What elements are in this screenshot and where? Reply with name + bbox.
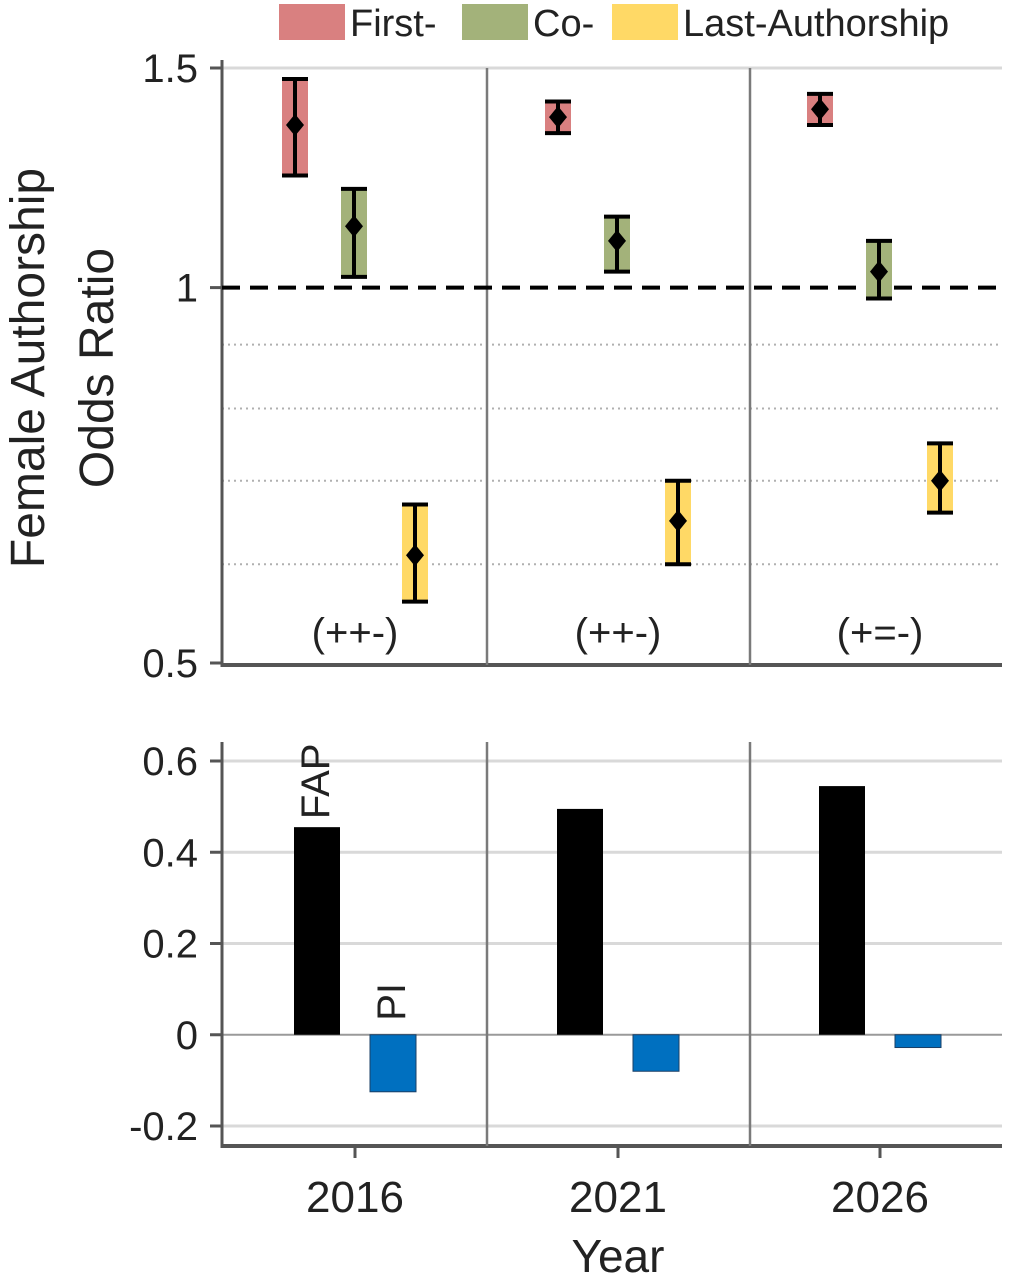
significance-annotation-2016: (++-) [312,611,399,655]
errorbar-last-2016 [402,502,428,604]
errorbar-first-2021 [545,99,571,136]
legend-swatch-co [462,4,528,40]
errorbar-co-2026 [866,238,892,301]
x-tick-label-2026: 2026 [831,1173,929,1222]
errorbar-last-2021 [665,478,691,567]
bottom-y-tick-label: 0.4 [142,831,198,875]
y-axis-title-line-1: Female Authorship [2,168,55,568]
top-panel-marks: (++-) (++-) (+=-) [282,76,953,655]
bottom-panel-axes: -0.2 0 0.2 0.4 0.6 2016 2021 2026 [129,740,1002,1222]
point-marker-first [811,98,829,121]
legend-label-co: Co- [533,3,594,45]
point-marker-first [549,106,567,129]
errorbar-last-2026 [927,441,953,515]
point-marker-last [669,509,687,532]
significance-annotation-2026: (+=-) [837,611,924,655]
series-label-fap: FAP [294,744,338,820]
legend-label-first: First- [350,3,437,45]
x-tick-label-2021: 2021 [569,1173,667,1222]
series-label-pi: PI [370,983,414,1021]
legend: First- Co- Last-Authorship [279,3,949,45]
y-axis-title-line-2: Odds Ratio [71,248,124,488]
point-marker-co [345,215,363,238]
axis-labels: Female Authorship Odds Ratio Year [2,168,665,1282]
bar-pi-2016 [369,1034,417,1093]
bottom-panel-marks: FAP PI [294,744,942,1093]
bottom-panel-gridlines [222,759,1002,1128]
bottom-y-tick-label: 0.6 [142,740,198,784]
errorbar-first-2026 [807,91,833,128]
bar-pi-2026 [894,1034,942,1049]
top-y-tick-label: 1.5 [142,47,198,91]
point-marker-last [406,544,424,567]
bottom-y-tick-label: 0 [176,1014,198,1058]
bar-fap-2021 [557,808,603,1035]
bottom-y-tick-label: 0.2 [142,923,198,967]
errorbar-co-2016 [341,186,367,279]
point-marker-co [870,260,888,283]
point-marker-last [931,469,949,492]
legend-label-last: Last-Authorship [683,3,949,45]
top-y-tick-label: 1 [176,267,198,311]
bar-pi-2021 [632,1034,680,1072]
point-marker-first [286,114,304,137]
top-y-tick-label: 0.5 [142,642,198,686]
top-panel-axes: 0.5 1 1.5 [142,47,1002,686]
bar-fap-2016 [294,827,340,1035]
x-tick-label-2016: 2016 [306,1173,404,1222]
bottom-y-tick-label: -0.2 [129,1105,198,1149]
point-marker-co [608,229,626,252]
bar-fap-2026 [819,786,865,1035]
top-panel-gridlines [222,66,1002,566]
legend-swatch-first [279,4,345,40]
legend-swatch-last [612,4,678,40]
errorbar-first-2016 [282,76,308,178]
significance-annotation-2021: (++-) [575,611,662,655]
x-axis-title: Year [572,1230,665,1280]
errorbar-co-2021 [604,214,630,274]
